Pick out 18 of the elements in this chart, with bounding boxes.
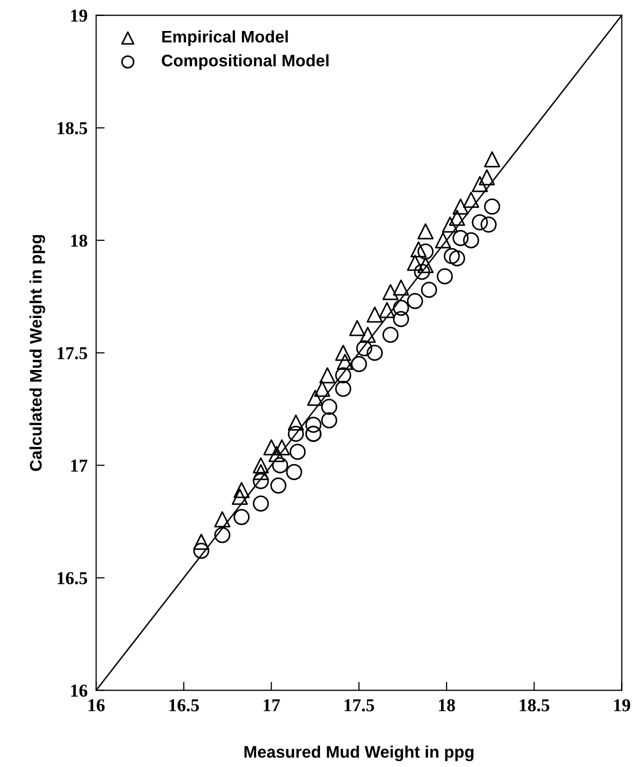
x-tick-label: 19 xyxy=(614,699,630,712)
legend-label: Compositional Model xyxy=(162,54,328,70)
y-tick-label: 16.5 xyxy=(58,572,88,584)
x-tick-label: 18 xyxy=(438,699,455,712)
y-tick-label: 19 xyxy=(71,10,88,22)
x-axis-title: Measured Mud Weight in ppg xyxy=(244,746,474,762)
x-tick-label: 18.5 xyxy=(520,699,550,712)
x-tick-label: 16 xyxy=(88,699,105,712)
y-axis-title: Calculated Mud Weight in ppg xyxy=(30,235,46,471)
x-tick-label: 17 xyxy=(264,699,280,712)
y-tick-label: 17 xyxy=(71,460,88,472)
x-tick-label: 16.5 xyxy=(169,699,199,712)
y-tick-label: 17.5 xyxy=(58,347,88,360)
legend-label: Empirical Model xyxy=(162,30,288,46)
x-tick-label: 17.5 xyxy=(344,699,374,712)
y-tick-label: 18.5 xyxy=(58,122,88,134)
y-tick-label: 18 xyxy=(71,234,88,247)
y-tick-label: 16 xyxy=(71,684,88,697)
